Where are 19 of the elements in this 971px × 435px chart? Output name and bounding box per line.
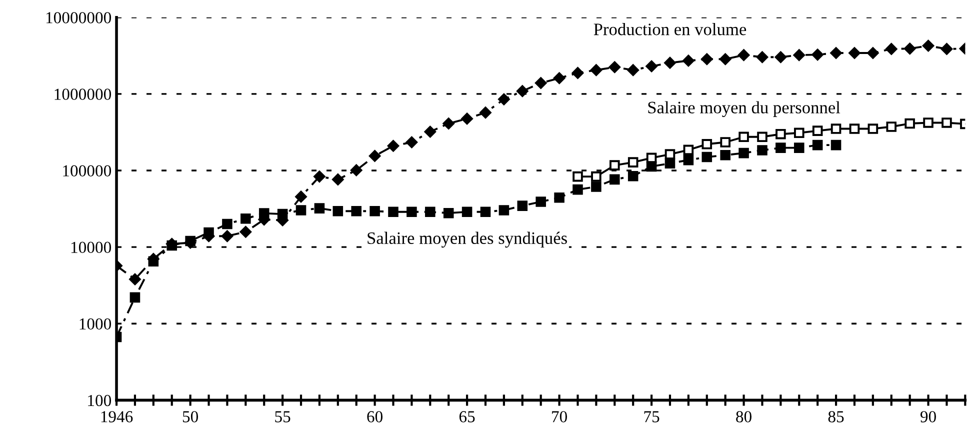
x-tick-label: 55	[275, 411, 290, 422]
y-tick-label: 10000	[71, 242, 112, 254]
series-label: Production en volume	[594, 23, 746, 36]
y-tick-label: 1000	[80, 318, 112, 330]
y-tick-label: 100	[88, 394, 112, 406]
series-label: Salaire moyen du personnel	[648, 101, 840, 118]
x-tick-label: 80	[736, 411, 752, 422]
x-tick-label: 65	[459, 411, 475, 422]
x-tick-label: 70	[552, 411, 567, 422]
x-tick-label: 60	[367, 411, 383, 422]
y-tick-label: 1000000	[54, 88, 112, 100]
x-tick-label: 50	[182, 411, 198, 422]
y-tick-label: 10000000	[46, 12, 112, 24]
x-tick-label: 1946	[101, 411, 133, 422]
x-tick-label: 75	[644, 411, 660, 422]
y-tick-label: 100000	[63, 165, 112, 176]
x-tick-label: 90	[920, 411, 936, 422]
series-label: Salaire moyen des syndiqués	[368, 232, 567, 248]
x-tick-label: 85	[828, 411, 844, 422]
